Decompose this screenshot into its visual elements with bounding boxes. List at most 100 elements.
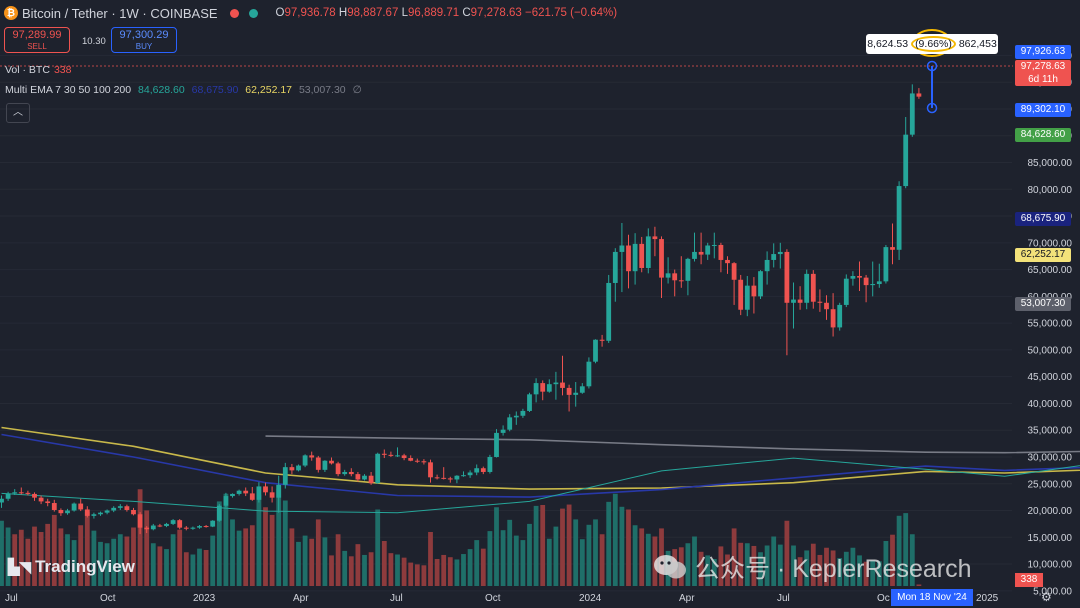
candle-body (566, 387, 572, 395)
candle-body (71, 503, 77, 511)
volume-bar (553, 526, 559, 586)
candle-body (144, 527, 150, 530)
volume-bar (302, 535, 308, 586)
volume-bar (744, 543, 750, 586)
volume-bar (91, 530, 97, 586)
candle-body (520, 410, 526, 416)
buy-label: BUY (135, 42, 153, 51)
volume-bar (401, 557, 407, 586)
candle-body (573, 392, 579, 395)
ema30-value: 68,675.90 (191, 84, 239, 96)
volume-bar (164, 549, 169, 586)
ema-legend-label: Multi EMA 7 30 50 100 200 (5, 84, 132, 96)
candle-body (441, 477, 447, 479)
price-tick-label: 25,000.00 (1028, 479, 1073, 490)
symbol-title[interactable]: Bitcoin / Tether · 1W · COINBASE (22, 5, 218, 21)
price-label-top: 97,926.63 (1015, 45, 1071, 59)
candle-body (428, 462, 433, 478)
tradingview-wordmark: TradingView (35, 557, 135, 576)
volume-bar (434, 559, 440, 586)
volume-bar (830, 550, 836, 586)
volume-bar (296, 541, 301, 586)
volume-bar (51, 514, 57, 586)
candle-body (329, 460, 334, 464)
volume-bar (896, 515, 902, 586)
market-status-icon (229, 8, 239, 18)
volume-bar (137, 489, 143, 586)
volume-bar (494, 507, 499, 586)
x-label-oct-2023: Oct (485, 593, 501, 604)
watermark-text: 公众号 · KeplerResearch (695, 555, 972, 583)
candle-body (883, 247, 889, 282)
volume-bar (0, 520, 4, 586)
candle-body (58, 509, 64, 514)
candle-body (824, 302, 829, 310)
volume-bar (18, 529, 24, 586)
ema50-line (1, 426, 1080, 490)
volume-bar (764, 545, 770, 586)
volume-bar (837, 558, 843, 586)
measure-handle-bottom (926, 102, 938, 114)
ema-legend[interactable]: Multi EMA 7 30 50 100 200 84,628.60 68,6… (5, 84, 362, 96)
candle-body (137, 514, 143, 528)
price-tick-label: 15,000.00 (1028, 533, 1073, 544)
volume-bar (84, 511, 90, 586)
candle-body (164, 523, 169, 527)
volume-bar (230, 519, 235, 586)
volume-bar (124, 536, 130, 586)
volume-bar (5, 527, 11, 586)
volume-bar (144, 510, 150, 586)
candle-body (243, 490, 249, 494)
candle-body (51, 503, 57, 510)
volume-bar (282, 500, 288, 586)
volume-bar (527, 523, 532, 586)
chart-gridlines (0, 54, 1012, 592)
candle-body (104, 510, 110, 513)
volume-legend-label: Vol · BTC (5, 64, 50, 76)
volume-bar (586, 524, 592, 586)
candle-body (335, 463, 341, 475)
candle-body (797, 299, 803, 303)
crosshair-date-label: Mon 18 Nov '24 (891, 589, 973, 606)
tradingview-logo[interactable]: ▙◥ TradingView (8, 557, 135, 577)
candle-body (896, 186, 902, 250)
volume-bar (197, 548, 202, 586)
volume-bar (428, 532, 433, 586)
buy-button[interactable]: 97,300.29 BUY (111, 27, 177, 53)
candle-body (98, 512, 103, 515)
volume-bar (25, 538, 31, 586)
price-label-ema100: 53,007.30 (1015, 297, 1071, 311)
price-tick-label: 55,000.00 (1028, 319, 1073, 330)
volume-bar (685, 543, 691, 586)
volume-bar (150, 543, 156, 586)
sell-button[interactable]: 97,289.99 SELL (4, 27, 70, 53)
volume-bar (533, 505, 539, 586)
bar-countdown: 6d 11h (1028, 74, 1058, 85)
volume-bar (870, 560, 876, 586)
candle-body (461, 475, 466, 477)
watermark: 公众号 · KeplerResearch (653, 549, 971, 585)
candle-body (850, 276, 856, 279)
candle-body (876, 281, 882, 285)
measure-ticks: 862,453 (958, 38, 997, 50)
buy-price: 97,300.29 (119, 29, 169, 41)
volume-bar (731, 528, 737, 586)
candle-body (804, 273, 810, 303)
candle-body (487, 456, 493, 472)
volume-bar (78, 525, 84, 586)
bitcoin-icon: ₿ (4, 6, 18, 20)
volume-bar (355, 544, 361, 586)
ema50-value: 62,252.17 (245, 84, 293, 96)
volume-legend[interactable]: Vol · BTC 338 (5, 64, 71, 76)
candle-body (269, 492, 275, 498)
measure-handle-top (926, 60, 938, 72)
candle-body (38, 497, 44, 502)
collapse-legend-button[interactable]: ︿ (6, 103, 30, 123)
x-label-jul-2024: Jul (777, 593, 790, 604)
candle-body (672, 273, 678, 281)
settings-gear-icon[interactable]: ⚙ (1041, 590, 1052, 604)
candle-body (540, 383, 546, 392)
data-status-icon (248, 8, 258, 18)
candle-body (758, 271, 763, 297)
